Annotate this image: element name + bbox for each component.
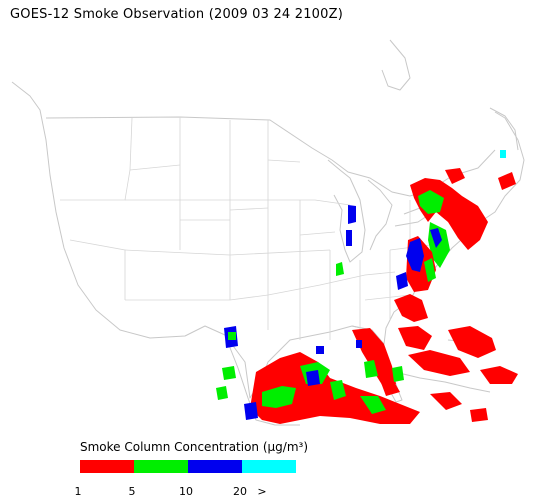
map-title: GOES-12 Smoke Observation (2009 03 24 21… — [10, 7, 343, 22]
legend-title: Smoke Column Concentration (μg/m³) — [80, 440, 308, 454]
smoke-cells — [216, 150, 518, 424]
legend-swatch-green — [134, 460, 188, 473]
legend-swatch-cyan — [242, 460, 296, 473]
legend-tick-20: 20 — [233, 485, 247, 498]
legend-tick-10: 10 — [179, 485, 193, 498]
legend-tick-5: 5 — [128, 485, 136, 498]
legend-tick-1: 1 — [74, 485, 82, 498]
state-borders — [60, 117, 431, 340]
legend-swatch-red — [80, 460, 134, 473]
legend-tick-overflow: > — [257, 485, 267, 498]
legend-title-close: ) — [303, 440, 309, 454]
legend-title-text: Smoke Column Concentration ( — [80, 440, 268, 454]
legend-swatch-blue — [188, 460, 242, 473]
smoke-map — [11, 39, 525, 426]
legend-colorbar — [80, 460, 296, 473]
smoke-region-northeast — [410, 178, 488, 250]
legend-title-unit: μg/m³ — [267, 440, 304, 454]
